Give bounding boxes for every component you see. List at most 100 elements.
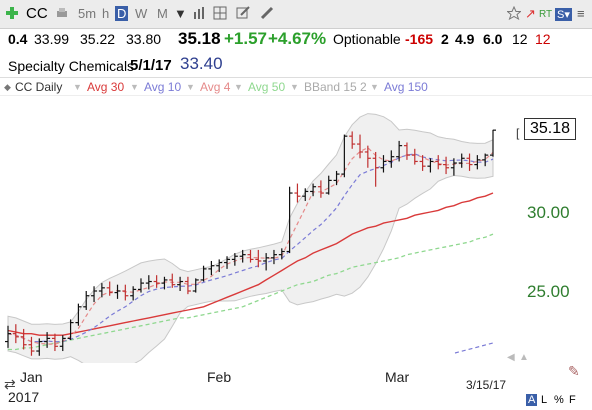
- price-bar: [255, 249, 262, 268]
- legend-avg10[interactable]: Avg 10: [144, 80, 182, 94]
- x-tick-jan: Jan: [20, 369, 43, 385]
- price-bar: [278, 248, 285, 260]
- price-bar: [36, 338, 43, 356]
- legend-avg150[interactable]: Avg 150: [384, 80, 428, 94]
- price-bar: [177, 276, 184, 291]
- price-bar: [474, 155, 481, 170]
- price-bar: [388, 150, 395, 168]
- price-bar: [231, 253, 238, 266]
- price-bar: [427, 158, 434, 173]
- avg30-line: [7, 192, 494, 336]
- quote-v4: 6.0: [483, 31, 503, 47]
- price-bar: [443, 156, 450, 175]
- symbol-label[interactable]: CC: [26, 5, 48, 22]
- price-bar: [91, 286, 98, 303]
- interval-h[interactable]: h: [102, 6, 110, 21]
- rt-label: RT: [539, 9, 553, 20]
- price-bar: [153, 275, 160, 288]
- price-bar: [435, 155, 442, 170]
- refresh-icon[interactable]: ⇄: [4, 376, 16, 392]
- price-chart[interactable]: [0, 95, 510, 363]
- price-bar: [200, 265, 207, 282]
- indicator-legend: ◆ CC Daily ▼ Avg 30 ▼ Avg 10 ▼ Avg 4 ▼ A…: [0, 77, 592, 96]
- interval-d[interactable]: D: [115, 6, 129, 21]
- price-bar: [59, 335, 66, 352]
- scroll-up-icon[interactable]: ▲: [519, 352, 529, 363]
- legend-bband[interactable]: BBand 15 2: [304, 80, 367, 94]
- info-value: 33.40: [180, 54, 223, 73]
- price-bar: [317, 180, 324, 198]
- info-row: Specialty Chemicals 5/1/17 33.40: [0, 52, 592, 76]
- last-price-pointer: [: [516, 126, 520, 140]
- printer-icon[interactable]: [55, 6, 69, 20]
- price-bar: [247, 249, 254, 263]
- quote-row: 0.4 33.99 35.22 33.80 35.18 +1.57 +4.67%…: [0, 29, 592, 51]
- quote-change: +1.57: [224, 29, 268, 48]
- avg50-line: [8, 233, 494, 351]
- edit-icon[interactable]: [236, 6, 250, 20]
- bar-chart-icon[interactable]: [193, 6, 207, 20]
- price-bar: [380, 155, 387, 173]
- price-bar: [286, 186, 293, 254]
- x-tick-feb: Feb: [207, 369, 232, 385]
- price-bar: [239, 249, 246, 263]
- interval-w[interactable]: W: [135, 6, 148, 21]
- legend-avg30[interactable]: Avg 30: [87, 80, 125, 94]
- legend-collapse-icon[interactable]: ◆: [4, 82, 11, 92]
- quote-change-pct: +4.67%: [268, 29, 327, 48]
- legend-arrow-icon: ▼: [130, 82, 139, 92]
- price-bar: [114, 284, 121, 299]
- toolbar: CC 5m h D W M ▼ ↗ RT S▾ ≡: [0, 0, 592, 29]
- price-bar: [357, 134, 364, 159]
- legend-avg4[interactable]: Avg 4: [200, 80, 231, 94]
- footer-f-button[interactable]: F: [569, 394, 576, 406]
- price-bar: [396, 140, 403, 162]
- price-bar: [333, 170, 340, 186]
- date-label: 3/15/17: [466, 378, 507, 392]
- price-bar: [208, 260, 215, 276]
- price-bar: [294, 183, 301, 203]
- add-icon[interactable]: [5, 6, 19, 20]
- footer-pct-button[interactable]: %: [554, 394, 564, 406]
- quote-v1: -165: [405, 31, 434, 47]
- interval-5m[interactable]: 5m: [78, 6, 97, 21]
- legend-cc-daily[interactable]: CC Daily: [15, 80, 63, 94]
- price-bar: [466, 153, 473, 171]
- quote-v3: 4.9: [455, 31, 475, 47]
- quote-v6: 12: [535, 31, 551, 47]
- grid-icon[interactable]: [213, 6, 227, 20]
- price-bar: [349, 131, 356, 149]
- x-tick-mar: Mar: [385, 369, 410, 385]
- price-bar: [224, 256, 231, 269]
- y-tick-25: 25.00: [527, 282, 570, 301]
- interval-dropdown-icon[interactable]: ▼: [174, 6, 187, 21]
- footer-a-button[interactable]: A: [526, 394, 538, 406]
- alert-arrow-icon[interactable]: ↗: [525, 6, 536, 21]
- draw-icon[interactable]: [260, 6, 274, 20]
- price-bar: [67, 319, 74, 340]
- price-bar: [325, 175, 332, 195]
- price-bar: [130, 286, 137, 301]
- year-label: 2017: [8, 389, 40, 405]
- quote-open: 33.99: [34, 31, 70, 47]
- price-bar: [482, 153, 489, 167]
- legend-avg50[interactable]: Avg 50: [248, 80, 286, 94]
- menu-icon[interactable]: ≡: [577, 6, 585, 21]
- price-bar: [263, 253, 270, 271]
- pencil-icon[interactable]: ✎: [568, 363, 580, 379]
- price-bar: [184, 276, 191, 295]
- price-bar: [341, 134, 348, 178]
- price-bar: [490, 129, 496, 157]
- s-menu-button[interactable]: S▾: [555, 8, 572, 21]
- price-bar: [450, 158, 457, 176]
- price-bar: [51, 333, 58, 352]
- price-bar: [122, 284, 129, 301]
- footer-l-button[interactable]: L: [541, 394, 548, 406]
- scroll-left-icon[interactable]: ◀: [507, 352, 515, 363]
- price-bar: [44, 332, 51, 348]
- legend-arrow-icon: ▼: [370, 82, 379, 92]
- bollinger-band: [7, 113, 494, 363]
- star-icon[interactable]: [507, 6, 521, 20]
- interval-m[interactable]: M: [157, 6, 168, 21]
- industry-label: Specialty Chemicals: [8, 58, 135, 74]
